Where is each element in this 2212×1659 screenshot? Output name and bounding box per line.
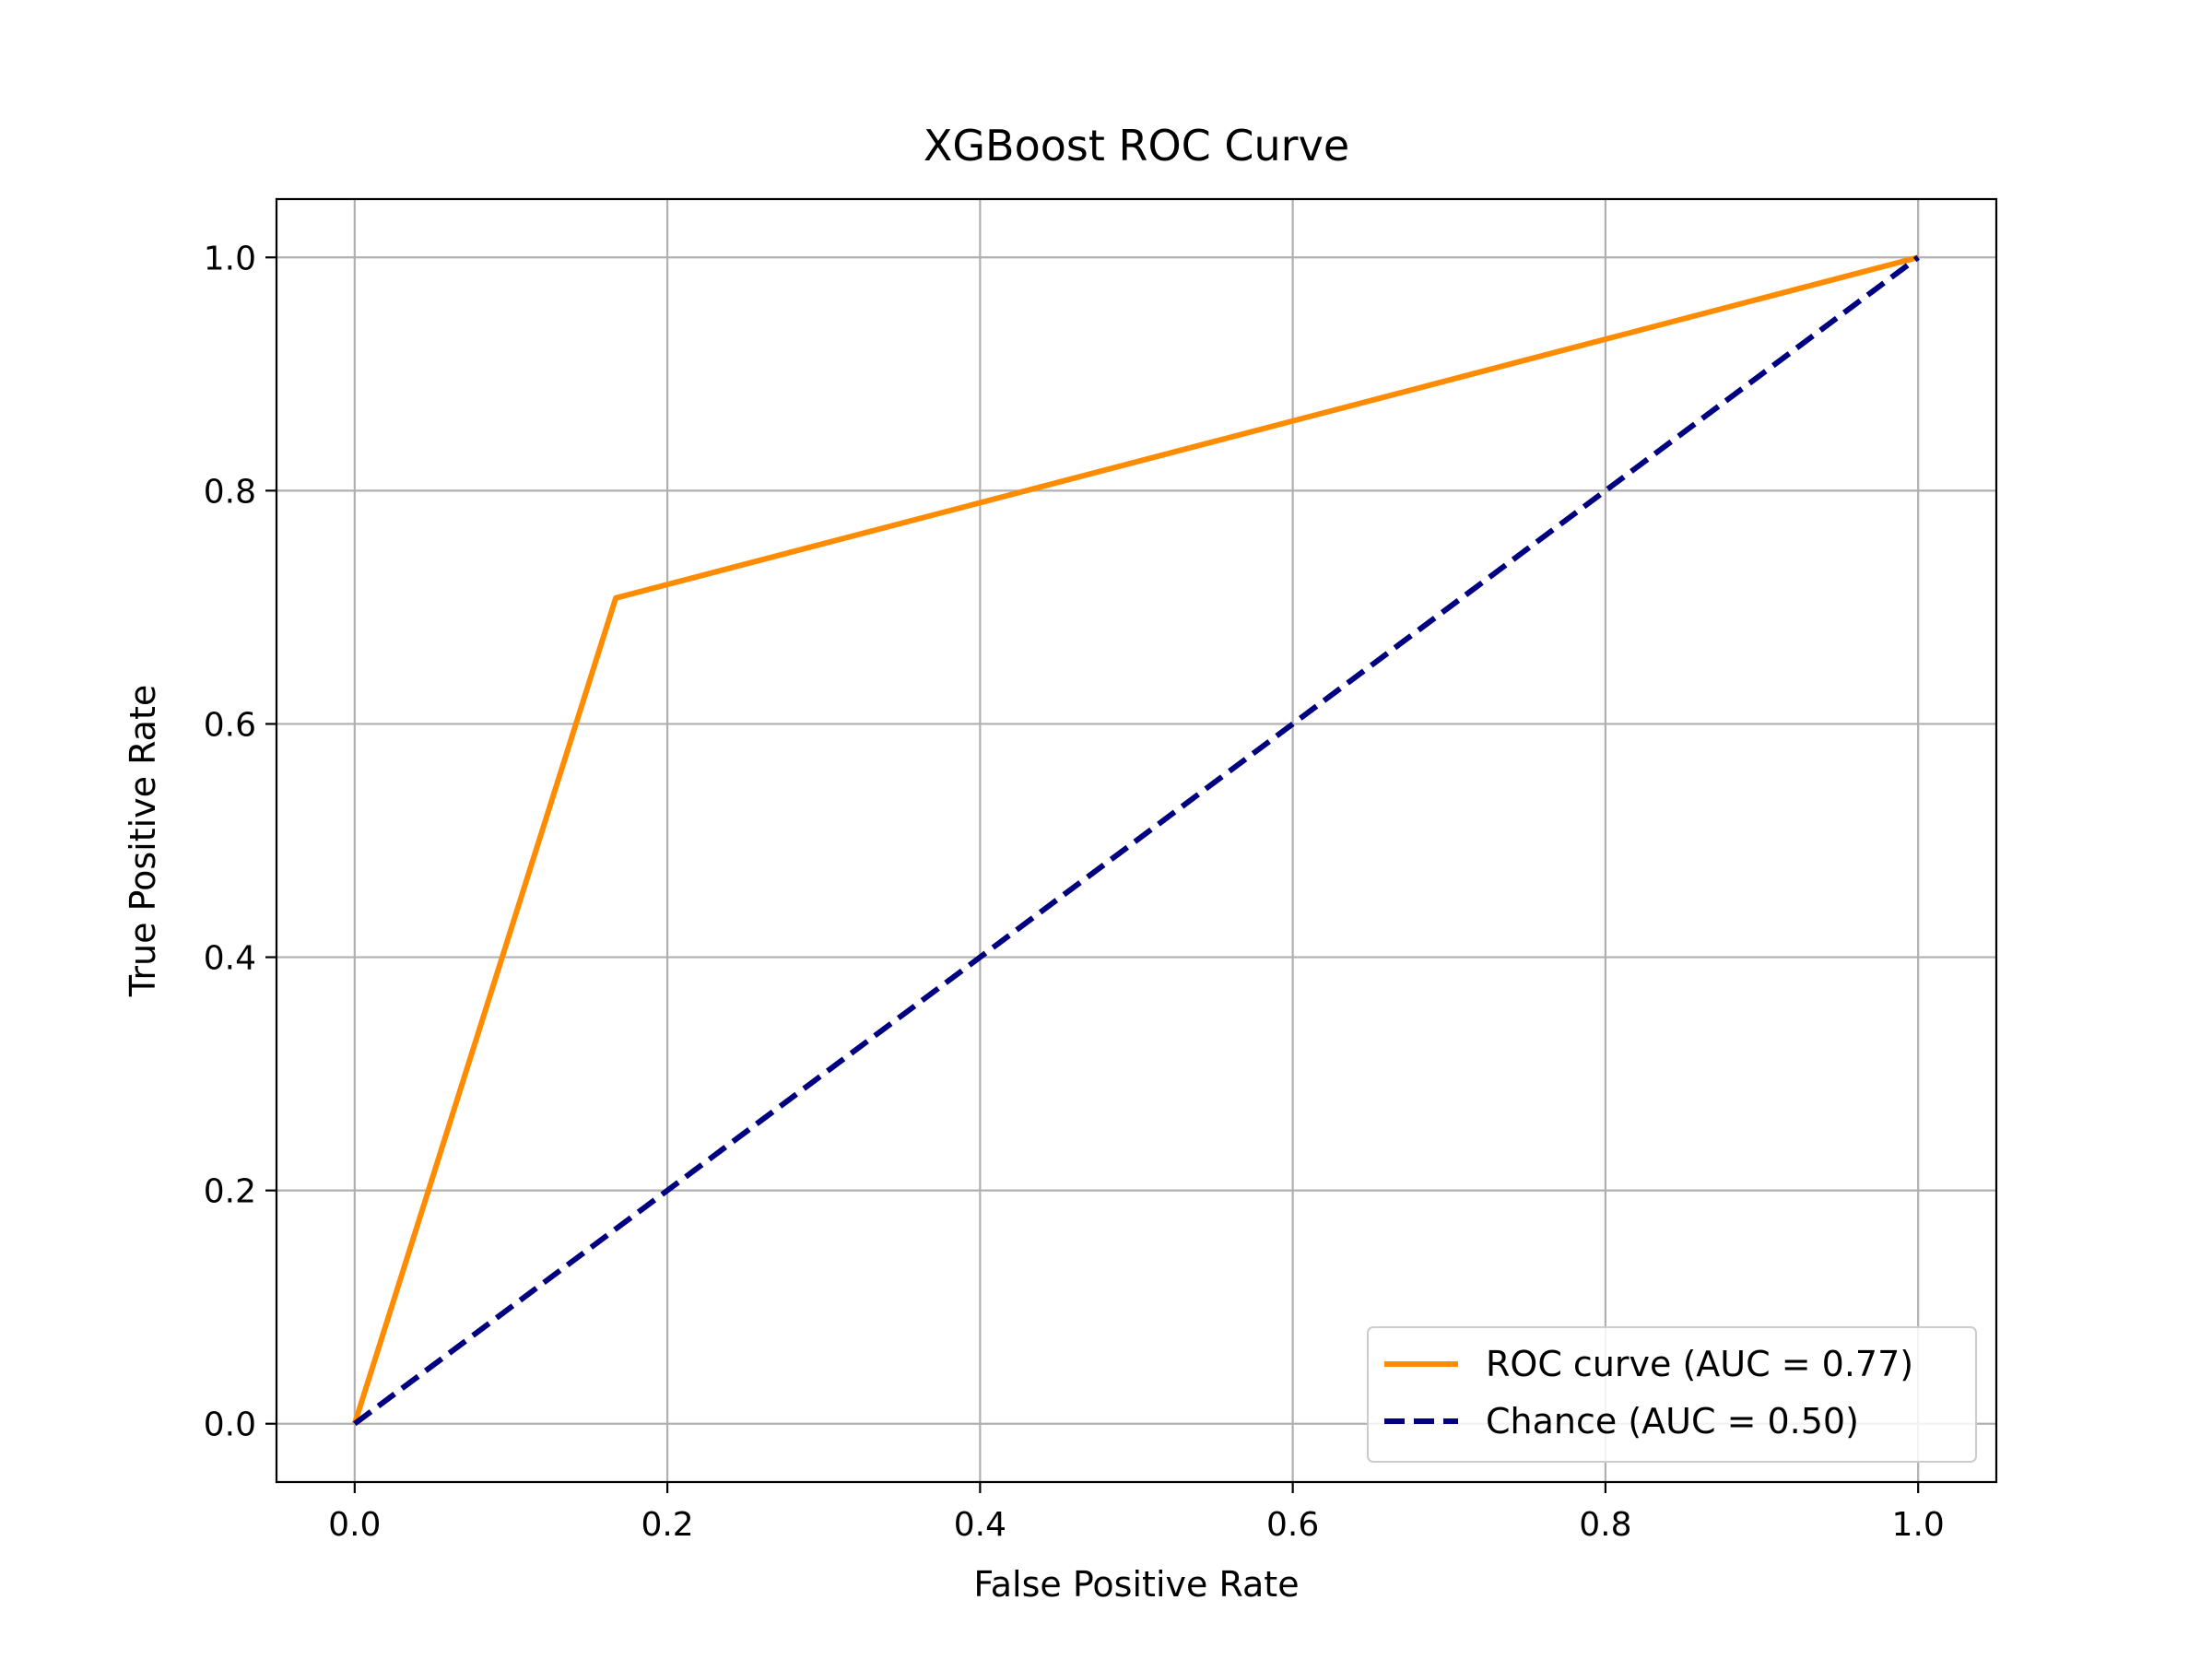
x-tick-label: 0.8: [1579, 1506, 1631, 1544]
y-tick-label: 0.0: [204, 1406, 256, 1444]
x-tick-label: 0.4: [954, 1506, 1006, 1544]
chart-title: XGBoost ROC Curve: [924, 121, 1349, 171]
series-lines: [351, 254, 1920, 1427]
legend-label: Chance (AUC = 0.50): [1486, 1401, 1859, 1441]
chance-line: [353, 254, 1920, 1427]
legend-label: ROC curve (AUC = 0.77): [1486, 1344, 1913, 1384]
y-tick-label: 0.4: [204, 940, 256, 978]
roc-curve-line: [351, 254, 1919, 1425]
x-axis-label: False Positive Rate: [973, 1564, 1299, 1605]
axis-ticks: 0.0 0.2 0.4 0.6 0.8 1.0 0.0 0.2 0.4 0.6 0.8 1.0: [204, 240, 1945, 1544]
y-tick-label: 0.2: [204, 1173, 256, 1211]
plot-frame: [275, 197, 1998, 1484]
x-tick-label: 0.6: [1266, 1506, 1319, 1544]
y-axis-label: True Positive Rate: [123, 685, 163, 998]
x-tick-label: 0.2: [641, 1506, 693, 1544]
x-tick-label: 1.0: [1892, 1506, 1945, 1544]
legend: ROC curve (AUC = 0.77) Chance (AUC = 0.50…: [1367, 1326, 1977, 1463]
grid-lines: [276, 199, 1996, 1482]
y-tick-label: 1.0: [204, 240, 256, 277]
y-tick-label: 0.6: [204, 706, 256, 744]
y-tick-label: 0.8: [204, 473, 256, 511]
legend-box: [1367, 1326, 1977, 1463]
x-tick-label: 0.0: [328, 1506, 381, 1544]
